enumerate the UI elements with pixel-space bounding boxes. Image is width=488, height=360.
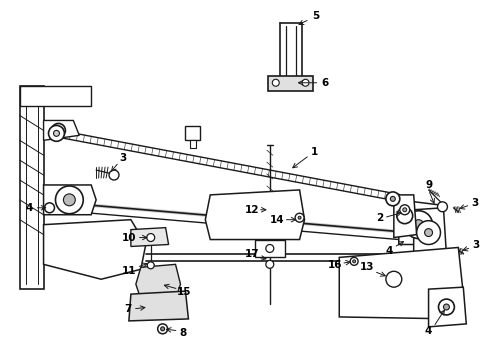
- Circle shape: [413, 220, 423, 230]
- Circle shape: [402, 208, 406, 212]
- Text: 9: 9: [424, 180, 431, 190]
- Circle shape: [44, 203, 54, 213]
- Circle shape: [349, 257, 357, 265]
- Polygon shape: [43, 121, 79, 140]
- Circle shape: [385, 192, 399, 206]
- Circle shape: [294, 213, 304, 222]
- Circle shape: [63, 194, 75, 206]
- Circle shape: [265, 244, 273, 252]
- Text: 3: 3: [119, 153, 126, 163]
- Circle shape: [352, 260, 355, 263]
- Polygon shape: [339, 247, 462, 319]
- Circle shape: [272, 79, 279, 86]
- Circle shape: [157, 324, 167, 334]
- Polygon shape: [254, 239, 284, 257]
- Polygon shape: [43, 185, 96, 215]
- Circle shape: [55, 127, 61, 133]
- Text: 17: 17: [244, 249, 259, 260]
- Polygon shape: [20, 86, 43, 289]
- Polygon shape: [393, 195, 416, 238]
- Circle shape: [404, 211, 432, 239]
- Text: 11: 11: [122, 266, 136, 276]
- Text: 3: 3: [471, 240, 479, 251]
- Polygon shape: [136, 264, 180, 299]
- Text: 8: 8: [180, 328, 187, 338]
- Polygon shape: [190, 140, 196, 148]
- Circle shape: [298, 216, 301, 219]
- Circle shape: [55, 186, 83, 214]
- Circle shape: [389, 196, 394, 201]
- Text: 3: 3: [470, 198, 478, 208]
- Text: 2: 2: [376, 213, 383, 223]
- Polygon shape: [205, 190, 304, 239]
- Circle shape: [51, 123, 65, 137]
- Circle shape: [437, 202, 447, 212]
- Circle shape: [443, 304, 448, 310]
- Polygon shape: [129, 291, 188, 321]
- Text: 6: 6: [321, 78, 328, 88]
- Text: 10: 10: [122, 233, 136, 243]
- Circle shape: [161, 327, 164, 331]
- Circle shape: [416, 221, 440, 244]
- Text: 4: 4: [424, 326, 431, 336]
- Circle shape: [399, 205, 409, 215]
- Text: 16: 16: [327, 260, 342, 270]
- Polygon shape: [131, 228, 168, 247]
- Polygon shape: [267, 76, 313, 91]
- Circle shape: [385, 271, 401, 287]
- Polygon shape: [20, 86, 91, 105]
- Text: 1: 1: [310, 147, 317, 157]
- Polygon shape: [413, 208, 446, 257]
- Circle shape: [438, 299, 453, 315]
- Circle shape: [147, 262, 154, 269]
- Polygon shape: [398, 200, 443, 244]
- Text: 4: 4: [385, 247, 392, 256]
- Text: 14: 14: [269, 215, 284, 225]
- Circle shape: [53, 130, 60, 136]
- Circle shape: [146, 234, 154, 242]
- Circle shape: [396, 208, 412, 224]
- Text: 7: 7: [124, 304, 131, 314]
- Circle shape: [302, 79, 308, 86]
- Polygon shape: [43, 220, 145, 279]
- Circle shape: [265, 260, 273, 268]
- Polygon shape: [427, 287, 466, 327]
- Circle shape: [424, 229, 432, 237]
- Text: 13: 13: [359, 262, 373, 272]
- Text: 4: 4: [26, 203, 33, 213]
- Text: 15: 15: [177, 287, 191, 297]
- Circle shape: [48, 125, 64, 141]
- Text: 5: 5: [311, 11, 319, 21]
- Polygon shape: [185, 126, 200, 140]
- Circle shape: [109, 170, 119, 180]
- Text: 12: 12: [244, 205, 259, 215]
